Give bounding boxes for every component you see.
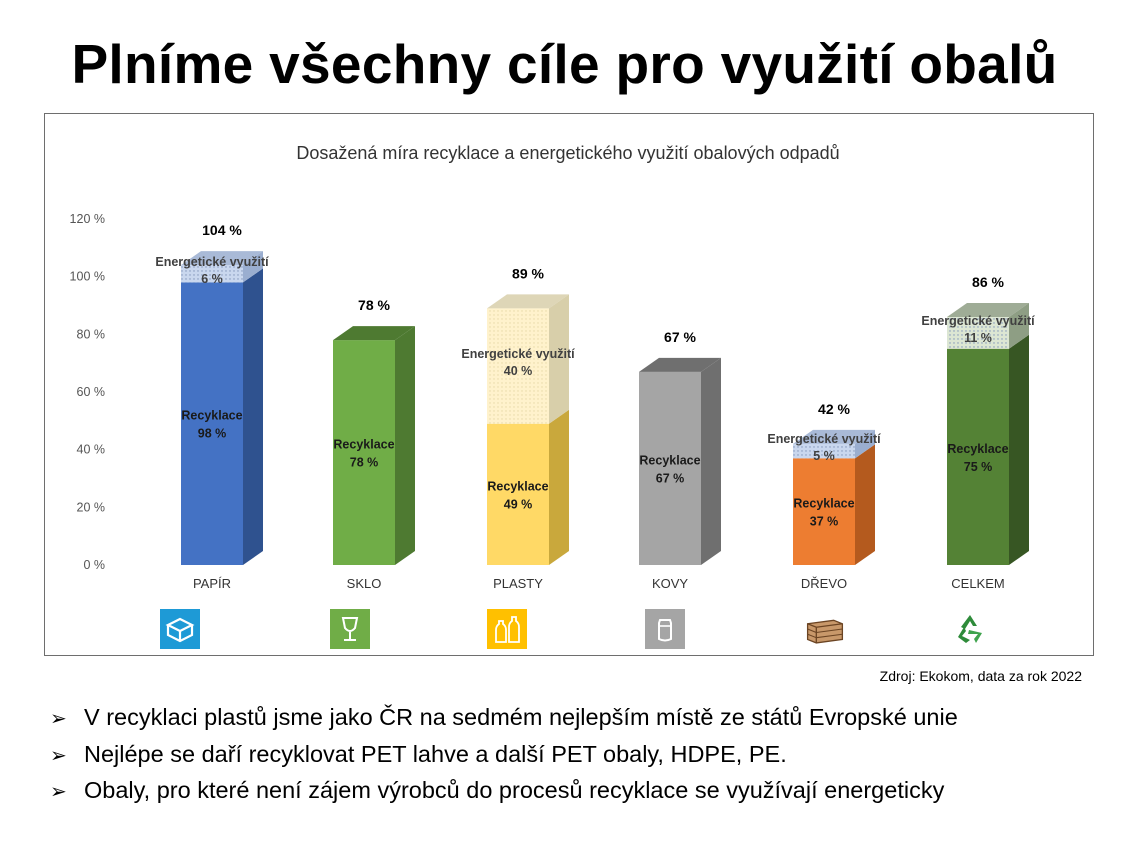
bar-recyklace — [487, 423, 549, 565]
box-icon — [160, 609, 200, 649]
series-label-recyklace: Recyklace — [639, 453, 700, 467]
data-label-energeticke: 11 % — [964, 331, 992, 345]
x-tick-label: SKLO — [347, 576, 382, 591]
total-label: 86 % — [972, 274, 1004, 290]
bar-top — [487, 294, 569, 309]
y-tick-label: 100 % — [70, 270, 105, 284]
y-tick-label: 60 % — [77, 385, 106, 399]
data-label-energeticke: 6 % — [201, 272, 223, 286]
can-icon — [645, 609, 685, 649]
arrow-bullet-icon: ➢ — [50, 708, 67, 730]
y-tick-label: 80 % — [77, 327, 106, 341]
bullet-text: Obaly, pro které není zájem výrobců do p… — [84, 777, 945, 803]
series-label-recyklace: Recyklace — [333, 438, 394, 452]
bullet-text: V recyklaci plastů jsme jako ČR na sedmé… — [84, 704, 958, 730]
bar-recyklace-side — [243, 268, 263, 565]
bar-energeticke-side — [1009, 303, 1029, 349]
x-tick-label: PLASTY — [493, 576, 543, 591]
recycle-icon — [950, 609, 990, 649]
y-tick-label: 20 % — [77, 500, 106, 514]
chart-source: Zdroj: Ekokom, data za rok 2022 — [879, 668, 1082, 684]
bar-energeticke — [947, 317, 1009, 349]
data-label-recyklace: 37 % — [810, 515, 839, 529]
bar-recyklace — [947, 348, 1009, 565]
bar-top — [793, 429, 875, 444]
bar-energeticke-side — [855, 429, 875, 459]
series-label-energeticke: Energetické využití — [155, 255, 269, 269]
total-label: 89 % — [512, 265, 544, 281]
bar-energeticke — [793, 443, 855, 459]
data-label-recyklace: 78 % — [350, 456, 379, 470]
bar-energeticke — [487, 308, 549, 424]
arrow-bullet-icon: ➢ — [50, 781, 67, 803]
bar-recyklace-side — [549, 409, 569, 565]
data-label-recyklace: 49 % — [504, 497, 533, 511]
series-label-recyklace: Recyklace — [487, 479, 548, 493]
data-label-recyklace: 98 % — [198, 427, 227, 441]
bar-top — [639, 357, 721, 372]
series-label-recyklace: Recyklace — [181, 409, 242, 423]
bullet-item: ➢ Nejlépe se daří recyklovat PET lahve a… — [50, 737, 958, 774]
bar-recyklace — [639, 371, 701, 565]
x-tick-label: KOVY — [652, 576, 688, 591]
bar-energeticke — [181, 265, 243, 283]
bullet-item: ➢ Obaly, pro které není zájem výrobců do… — [50, 773, 958, 810]
recycling-bar-chart: Dosažená míra recyklace a energetického … — [70, 143, 1036, 591]
glass-icon — [330, 609, 370, 649]
x-tick-label: PAPÍR — [193, 576, 231, 591]
bar-top — [947, 303, 1029, 318]
bar-recyklace-side — [701, 357, 721, 565]
series-label-energeticke: Energetické využití — [921, 314, 1035, 328]
bar-recyklace — [181, 282, 243, 565]
bullet-list: ➢ V recyklaci plastů jsme jako ČR na sed… — [50, 700, 958, 810]
bar-top — [181, 251, 263, 266]
series-label-energeticke: Energetické využití — [461, 347, 575, 361]
bullet-item: ➢ V recyklaci plastů jsme jako ČR na sed… — [50, 700, 958, 737]
arrow-bullet-icon: ➢ — [50, 744, 67, 767]
bar-recyklace — [793, 458, 855, 565]
bottles-icon — [487, 609, 527, 649]
crate-icon — [805, 609, 845, 649]
x-tick-label: CELKEM — [951, 576, 1004, 591]
total-label: 104 % — [202, 222, 242, 238]
bar-energeticke-side — [549, 294, 569, 424]
data-label-energeticke: 40 % — [504, 364, 533, 378]
total-label: 42 % — [818, 401, 850, 417]
bar-recyklace-side — [1009, 334, 1029, 565]
data-label-recyklace: 67 % — [656, 471, 685, 485]
data-label-energeticke: 5 % — [813, 449, 835, 463]
chart-frame: Dosažená míra recyklace a energetického … — [44, 113, 1094, 656]
y-tick-label: 120 % — [70, 212, 105, 226]
bar-energeticke-side — [243, 251, 263, 283]
chart-title: Dosažená míra recyklace a energetického … — [296, 143, 839, 163]
bar-recyklace — [333, 340, 395, 565]
x-tick-label: DŘEVO — [801, 576, 847, 591]
total-label: 78 % — [358, 297, 390, 313]
bar-top — [333, 326, 415, 341]
data-label-recyklace: 75 % — [964, 460, 993, 474]
slide-title: Plníme všechny cíle pro využití obalů — [71, 33, 1058, 95]
bullet-text: Nejlépe se daří recyklovat PET lahve a d… — [84, 740, 787, 767]
series-label-recyklace: Recyklace — [793, 497, 854, 511]
bar-recyklace-side — [855, 444, 875, 565]
series-label-recyklace: Recyklace — [947, 442, 1008, 456]
y-tick-label: 0 % — [83, 558, 105, 572]
y-tick-label: 40 % — [77, 443, 106, 457]
total-label: 67 % — [664, 329, 696, 345]
series-label-energeticke: Energetické využití — [767, 432, 881, 446]
bar-recyklace-side — [395, 326, 415, 565]
